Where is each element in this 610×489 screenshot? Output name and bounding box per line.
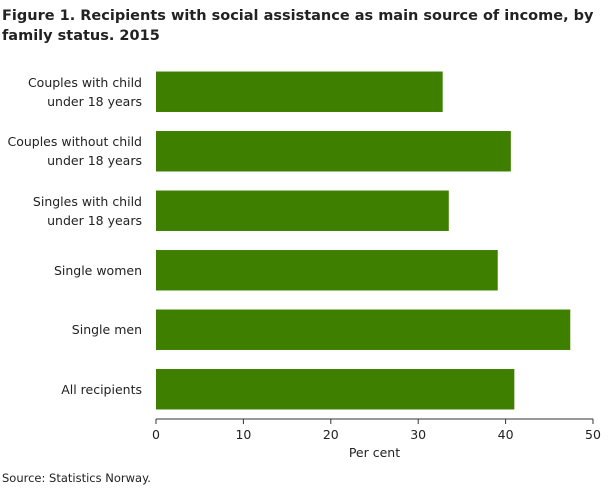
y-tick-label: Couples without child under 18 years (7, 134, 142, 169)
bar (156, 71, 443, 112)
y-tick-label: Singles with child under 18 years (32, 193, 142, 228)
x-tick-label: 50 (585, 427, 601, 442)
y-tick-label: Couples with child under 18 years (27, 74, 142, 109)
bar (156, 250, 498, 291)
chart-title: Figure 1. Recipients with social assista… (2, 8, 594, 44)
x-tick-label: 40 (498, 427, 514, 442)
y-tick-label: Single women (53, 262, 142, 278)
x-tick-label: 30 (410, 427, 426, 442)
x-axis-label: Per cent (349, 445, 400, 460)
y-tick-label: Single men (71, 322, 142, 338)
x-tick-label: 10 (235, 427, 251, 442)
x-tick-label: 0 (152, 427, 160, 442)
bar (156, 190, 449, 231)
bar (156, 131, 511, 172)
bar (156, 309, 571, 350)
y-tick-label: All recipients (61, 381, 142, 397)
x-tick-label: 20 (323, 427, 339, 442)
bar (156, 369, 515, 410)
source: Source: Statistics Norway. (2, 471, 151, 485)
